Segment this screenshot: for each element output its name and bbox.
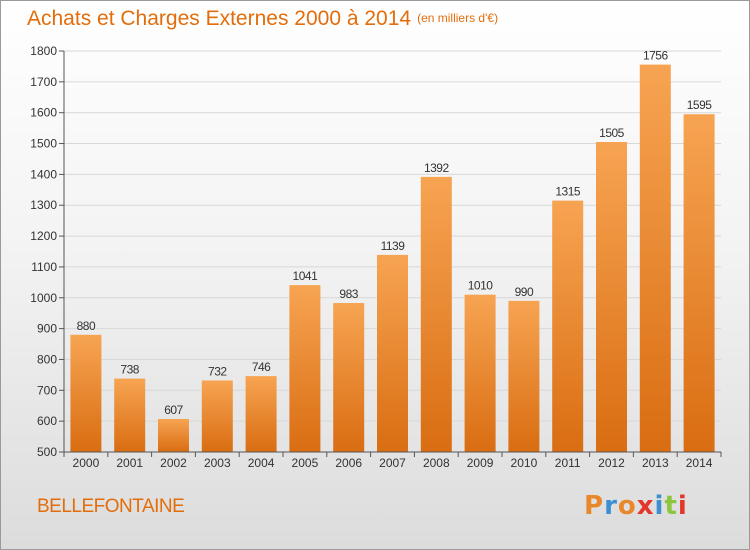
y-tick-label: 1000: [30, 291, 57, 305]
bar: [333, 303, 365, 452]
bar: [201, 380, 233, 452]
bar: [114, 378, 146, 452]
bar: [596, 141, 627, 452]
bar: [158, 418, 189, 452]
x-tick-label: 2000: [73, 456, 100, 470]
bar: [639, 64, 671, 452]
y-tick-label: 900: [37, 322, 57, 336]
data-label: 990: [515, 285, 534, 299]
commune-name: BELLEFONTAINE: [37, 496, 185, 517]
y-tick-label: 700: [37, 383, 57, 397]
x-tick-label: 2002: [160, 456, 187, 470]
bar: [420, 176, 452, 453]
x-tick-label: 2006: [335, 456, 362, 470]
x-tick-label: 2011: [555, 456, 581, 470]
bar: [70, 334, 102, 452]
bar: [289, 285, 321, 452]
y-tick-label: 1500: [30, 137, 57, 151]
chart-subtitle: (en milliers d'€): [417, 11, 499, 25]
x-tick-label: 2001: [116, 456, 143, 470]
data-label: 880: [77, 319, 96, 333]
y-tick-label: 1800: [30, 44, 57, 58]
y-tick-label: 1600: [30, 106, 57, 120]
logo-letter: i: [677, 491, 688, 521]
data-label: 1392: [424, 161, 450, 175]
bar: [683, 114, 715, 452]
y-tick-label: 1700: [30, 75, 57, 89]
y-tick-label: 1300: [30, 198, 57, 212]
y-tick-label: 1400: [30, 167, 57, 181]
logo-letter: o: [617, 491, 637, 521]
logo-letter: t: [664, 491, 678, 521]
x-tick-label: 2012: [598, 456, 625, 470]
x-tick-label: 2004: [248, 456, 275, 470]
data-label: 1505: [599, 126, 625, 140]
data-label: 738: [120, 363, 139, 377]
y-tick-label: 600: [37, 414, 57, 428]
bar: [377, 254, 408, 452]
data-label: 1010: [468, 279, 494, 293]
x-tick-label: 2013: [642, 456, 669, 470]
bars: [70, 64, 715, 453]
y-tick-label: 1200: [30, 229, 57, 243]
x-tick-label: 2007: [379, 456, 406, 470]
bar: [464, 294, 496, 452]
x-tick-label: 2014: [686, 456, 713, 470]
data-label: 983: [339, 287, 358, 301]
logo-letter: x: [636, 491, 655, 521]
logo-letter: P: [584, 491, 605, 521]
logo-letter: i: [654, 491, 665, 521]
y-tick-label: 800: [37, 352, 57, 366]
labels: 500 600 700 800 900 1000 1100 1200 1300 1400 1500 1…: [30, 44, 712, 470]
data-label: 1041: [293, 269, 319, 283]
proxiti-logo: Proxiti: [584, 491, 688, 521]
data-label: 1139: [381, 239, 406, 253]
title-text: Achats et Charges Externes 2000 à 2014: [27, 7, 412, 30]
x-tick-label: 2009: [467, 456, 494, 470]
data-label: 1315: [555, 185, 581, 199]
data-label: 1756: [643, 49, 669, 63]
chart-title: Achats et Charges Externes 2000 à 2014 (e…: [27, 7, 498, 31]
y-tick-label: 500: [37, 445, 57, 459]
x-tick-label: 2008: [423, 456, 450, 470]
x-tick-label: 2010: [511, 456, 538, 470]
data-label: 732: [208, 364, 227, 378]
data-label: 746: [252, 360, 271, 374]
logo-letter: r: [604, 491, 618, 521]
bar: [552, 200, 584, 452]
axes: [59, 50, 722, 457]
data-label: 1595: [687, 98, 713, 112]
y-tick-label: 1100: [31, 260, 57, 274]
x-tick-label: 2003: [204, 456, 231, 470]
data-label: 607: [164, 403, 183, 417]
bar: [508, 300, 540, 452]
bar: [245, 376, 277, 452]
x-tick-label: 2005: [292, 456, 319, 470]
